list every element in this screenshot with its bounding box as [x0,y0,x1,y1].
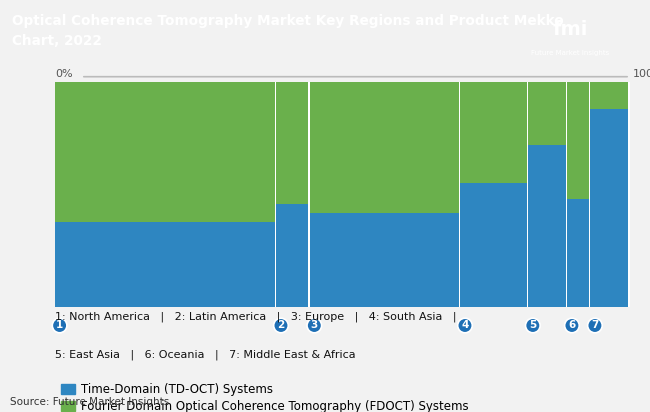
Bar [55,82,275,222]
Text: 4: 4 [462,321,469,330]
Text: 1: North America   |   2: Latin America   |   3: Europe   |   4: South Asia   |: 1: North America | 2: Latin America | 3:… [55,312,456,323]
Text: 3: 3 [311,321,318,330]
Bar [460,82,526,183]
Bar [590,109,629,307]
Legend: Time-Domain (TD-OCT) Systems, Fourier Domain Optical Coherence Tomography (FDOCT: Time-Domain (TD-OCT) Systems, Fourier Do… [61,383,469,412]
Text: 7: 7 [592,321,599,330]
Bar [310,82,459,213]
Text: fmi: fmi [552,20,588,39]
Bar [567,199,589,307]
Text: 5: East Asia   |   6: Oceania   |   7: Middle East & Africa: 5: East Asia | 6: Oceania | 7: Middle Ea… [55,350,356,360]
Bar [528,82,566,145]
Bar [276,82,308,204]
Text: 6: 6 [568,321,575,330]
Bar [528,145,566,307]
Bar [310,213,459,307]
Text: 100%: 100% [633,69,650,79]
Text: Future Market Insights: Future Market Insights [531,50,609,56]
Bar [590,82,629,109]
Text: 2: 2 [278,321,285,330]
Bar [276,204,308,307]
Text: 5: 5 [529,321,536,330]
Bar [55,222,275,307]
Text: Optical Coherence Tomography Market Key Regions and Product Mekko
Chart, 2022: Optical Coherence Tomography Market Key … [12,14,564,48]
Bar [460,183,526,307]
Text: Source: Future Market Insights: Source: Future Market Insights [10,397,169,407]
Text: 1: 1 [56,321,63,330]
Bar [567,82,589,199]
Text: 0%: 0% [55,69,73,79]
